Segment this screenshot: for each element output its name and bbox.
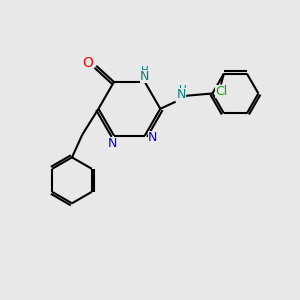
Text: H: H (179, 85, 187, 95)
Text: N: N (140, 70, 149, 83)
Text: O: O (82, 56, 94, 70)
Text: N: N (148, 130, 157, 143)
Text: Cl: Cl (215, 85, 227, 98)
Text: N: N (108, 137, 117, 150)
Text: H: H (141, 66, 149, 76)
Text: N: N (177, 88, 186, 101)
